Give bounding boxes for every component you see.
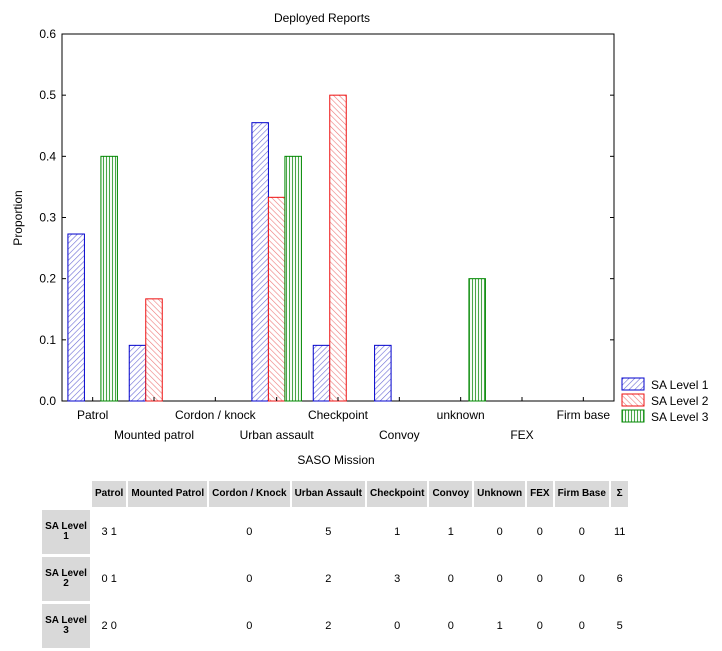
table-cell: 1 — [447, 526, 454, 538]
proportion-bar-chart: Deployed Reports 0.0 0.1 0.2 0.3 0.4 0.5 0.6 Pa… — [11, 11, 709, 467]
legend-label: SA Level 2 — [651, 394, 709, 408]
table-cell: 0 — [536, 573, 543, 585]
y-tick-label: 0.5 — [39, 88, 56, 102]
bar — [329, 94, 347, 402]
y-tick-label: 0.3 — [39, 211, 56, 225]
column-header: Patrol — [92, 481, 127, 507]
table-cell — [128, 604, 207, 648]
bar — [312, 344, 331, 402]
y-tick-label: 0.4 — [39, 149, 56, 163]
column-header: Mounted Patrol — [128, 481, 208, 507]
table-cell: 0 — [578, 526, 585, 538]
y-tick-label: 0.1 — [39, 333, 56, 347]
bar — [468, 278, 486, 402]
table-cell: 0 1 — [101, 573, 117, 585]
y-tick-label: 0.6 — [39, 27, 56, 41]
bar — [251, 122, 269, 402]
bar — [267, 196, 286, 402]
x-axis-label: SASO Mission — [297, 453, 374, 467]
table-cell: 0 — [496, 573, 503, 585]
x-tick-label: Convoy — [379, 428, 420, 442]
legend-label: SA Level 1 — [651, 378, 709, 392]
table-cell: 0 — [394, 620, 401, 632]
legend-label: SA Level 3 — [651, 410, 709, 424]
table-cell: 0 — [447, 573, 454, 585]
table-cell: 3 — [394, 573, 401, 585]
table-cell: 0 — [496, 526, 503, 538]
table-cell: 2 0 — [101, 620, 117, 632]
table-cell: 0 — [578, 620, 585, 632]
table-row: SA Level 3 2 0 0 2 0 0 1 0 0 5 — [42, 604, 628, 648]
x-tick-label: Cordon / knock — [175, 408, 257, 422]
chart-title: Deployed Reports — [274, 11, 370, 25]
legend-swatch — [621, 393, 645, 407]
table-cell — [128, 510, 207, 554]
row-header: SA Level 3 — [42, 604, 90, 648]
bar — [374, 344, 392, 402]
y-tick-label: 0.2 — [39, 272, 56, 286]
column-header: Cordon / Knock — [209, 481, 290, 507]
table-cell: 0 — [536, 526, 543, 538]
y-tick-label: 0.0 — [39, 394, 56, 408]
bar — [100, 155, 118, 402]
table-cell — [128, 557, 207, 601]
column-header: Firm Base — [554, 481, 609, 507]
bar — [67, 233, 85, 402]
x-tick-label: Patrol — [77, 408, 108, 422]
x-tick-label: Firm base — [557, 408, 611, 422]
table-corner-cell — [42, 481, 90, 507]
table-cell: 0 — [447, 620, 454, 632]
plot-area: 0.0 0.1 0.2 0.3 0.4 0.5 0.6 Patrol Mounted patro… — [39, 27, 615, 442]
table-cell: 11 — [613, 526, 626, 538]
table-cell: 5 — [616, 620, 623, 632]
bar — [284, 155, 302, 402]
table-cell: 0 — [536, 620, 543, 632]
column-header: Unknown — [474, 481, 526, 507]
legend-swatch — [621, 377, 645, 391]
legend-swatch — [621, 409, 645, 423]
table-cell: 6 — [616, 573, 623, 585]
table-row: SA Level 2 0 1 0 2 3 0 0 0 0 6 — [42, 557, 628, 601]
table-cell: 1 — [394, 526, 401, 538]
table-cell: 0 — [246, 573, 253, 585]
bar — [145, 298, 163, 402]
table-cell: 2 — [325, 573, 332, 585]
counts-table-container: Patrol Mounted Patrol Cordon / Knock Urban … — [40, 478, 680, 651]
x-tick-label: FEX — [510, 428, 533, 442]
column-header: FEX — [527, 481, 553, 507]
table-cell: 0 — [246, 526, 253, 538]
row-header: SA Level 1 — [42, 510, 90, 554]
x-tick-label: Mounted patrol — [114, 428, 194, 442]
table-cell: 2 — [325, 620, 332, 632]
table-cell: 0 — [246, 620, 253, 632]
counts-table: Patrol Mounted Patrol Cordon / Knock Urban … — [40, 478, 630, 651]
column-header: Σ — [610, 481, 629, 507]
table-cell: 1 — [496, 620, 503, 632]
legend: SA Level 1 SA Level 2 SA Level 3 — [621, 377, 709, 424]
row-header: SA Level 2 — [42, 557, 90, 601]
bar — [128, 344, 147, 402]
x-tick-label: Checkpoint — [308, 408, 369, 422]
x-tick-label: Urban assault — [240, 428, 315, 442]
table-cell: 3 1 — [101, 526, 117, 538]
y-axis-label: Proportion — [11, 190, 25, 245]
column-header: Urban Assault — [291, 481, 365, 507]
table-header-row: Patrol Mounted Patrol Cordon / Knock Urban … — [42, 481, 629, 507]
table-cell: 5 — [325, 526, 332, 538]
column-header: Checkpoint — [367, 481, 428, 507]
x-tick-label: unknown — [437, 408, 485, 422]
column-header: Convoy — [429, 481, 473, 507]
table-cell: 0 — [578, 573, 585, 585]
